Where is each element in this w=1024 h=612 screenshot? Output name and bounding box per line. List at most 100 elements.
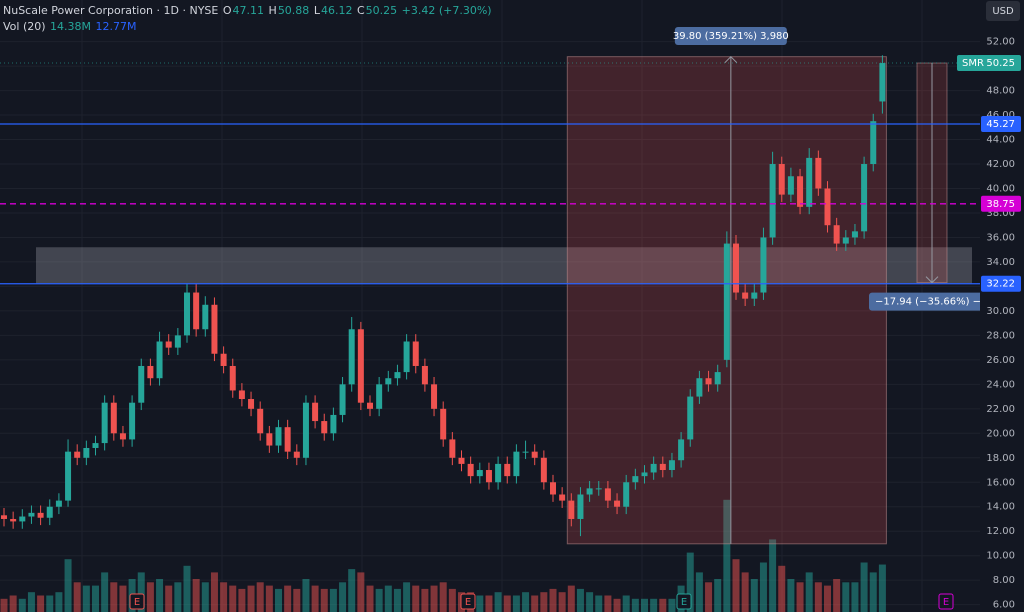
ohlc-value: 50.25 xyxy=(365,4,398,17)
volume-bar xyxy=(750,579,758,612)
candle-body xyxy=(714,372,721,385)
candle-body xyxy=(248,399,255,409)
candle-body xyxy=(485,470,492,483)
earnings-label: E xyxy=(681,597,687,608)
candle-body xyxy=(83,447,90,458)
candle-body xyxy=(861,164,868,232)
y-tick-label: 40.00 xyxy=(986,183,1015,194)
currency[interactable]: USD xyxy=(992,6,1014,17)
candle-body xyxy=(531,451,538,458)
plot-area: 39.80 (359.21%) 3,980 −17.94 (−35.66%) −1… xyxy=(0,27,980,612)
candle-body xyxy=(742,292,749,299)
volume-bar xyxy=(796,582,804,612)
volume-bar xyxy=(842,582,850,612)
volume-bar xyxy=(430,585,438,612)
volume-bar xyxy=(366,585,374,612)
volume-bar xyxy=(769,539,777,612)
volume-bar xyxy=(860,562,868,612)
volume-bar xyxy=(476,595,484,612)
candle-body xyxy=(842,237,849,244)
candle-body xyxy=(449,439,456,458)
candle-body xyxy=(568,500,575,519)
candle-body xyxy=(870,121,877,165)
volume-bar xyxy=(27,592,35,612)
candle-body xyxy=(687,396,694,440)
candle-body xyxy=(193,292,200,330)
candle-body xyxy=(614,500,621,507)
volume-bar xyxy=(851,582,859,612)
symbol-title: NuScale Power Corporation · 1D · NYSE xyxy=(3,4,219,17)
earnings-label: E xyxy=(943,597,949,608)
candle-body xyxy=(705,378,712,385)
volume-bar xyxy=(339,582,347,612)
y-tick-label: 28.00 xyxy=(986,330,1015,341)
volume-ma-value: 12.77M xyxy=(95,20,137,33)
candle-body xyxy=(440,408,447,440)
volume-bar xyxy=(805,572,813,612)
volume-bar xyxy=(302,579,310,612)
volume-bar xyxy=(37,595,45,612)
y-tick-label: 14.00 xyxy=(986,502,1015,513)
candle-body xyxy=(769,164,776,238)
volume-value: 14.38M xyxy=(50,20,92,33)
price-tag-label: 38.75 xyxy=(986,199,1015,210)
volume-bar xyxy=(714,579,722,612)
volume-bar xyxy=(146,582,154,612)
y-tick-label: 8.00 xyxy=(993,575,1015,586)
volume-bar xyxy=(522,592,530,612)
candle-body xyxy=(678,439,685,461)
measure-arrowhead xyxy=(925,276,939,284)
candle-body xyxy=(467,463,474,477)
price-tag-label: 32.22 xyxy=(986,279,1015,290)
y-tick-label: 24.00 xyxy=(986,379,1015,390)
candle-body xyxy=(275,427,282,446)
volume-bar xyxy=(18,598,26,612)
volume-bar xyxy=(165,585,173,612)
candle-body xyxy=(751,292,758,299)
earnings-label: E xyxy=(134,597,140,608)
volume-bar xyxy=(595,595,603,612)
volume-bar xyxy=(631,598,639,612)
candle-body xyxy=(815,157,822,189)
volume-bar xyxy=(412,585,420,612)
candle-body xyxy=(495,463,502,483)
volume-bar xyxy=(695,572,703,612)
candle-body xyxy=(357,329,364,403)
candle-body xyxy=(522,451,529,453)
volume-bar xyxy=(55,592,63,612)
candle-body xyxy=(476,470,483,477)
candle-body xyxy=(778,164,785,195)
volume-bar xyxy=(247,585,255,612)
candle-body xyxy=(10,518,17,522)
volume-bar xyxy=(229,585,237,612)
candle-body xyxy=(312,402,319,422)
volume-bar xyxy=(833,579,841,612)
volume-bar xyxy=(659,598,667,612)
candle-body xyxy=(550,482,556,495)
candle-body xyxy=(284,427,291,452)
earnings-marker xyxy=(460,593,476,610)
candle-body xyxy=(504,463,511,477)
volume-bar xyxy=(586,592,594,612)
symbol-tag-price: 50.25 xyxy=(986,58,1015,69)
candle-body xyxy=(458,457,465,464)
volume-bar xyxy=(759,562,767,612)
volume-bar xyxy=(814,582,822,612)
candle-body xyxy=(156,341,163,379)
symbol-tag-ticker: SMR xyxy=(962,58,984,69)
candle-body xyxy=(577,494,584,519)
candle-body xyxy=(833,225,840,244)
y-tick-label: 12.00 xyxy=(986,526,1015,537)
measure-arrowhead xyxy=(724,55,738,64)
volume-bar xyxy=(311,585,319,612)
y-tick-label: 18.00 xyxy=(986,453,1015,464)
earnings-label: E xyxy=(465,597,471,608)
currency-button[interactable] xyxy=(986,1,1020,21)
symbol-tag xyxy=(957,55,1021,72)
candle-body xyxy=(330,414,337,434)
volume-bar xyxy=(686,552,694,612)
volume-bar xyxy=(101,572,109,612)
measure-label-box xyxy=(674,27,787,45)
candle-body xyxy=(385,378,392,385)
volume-bar xyxy=(787,579,795,612)
